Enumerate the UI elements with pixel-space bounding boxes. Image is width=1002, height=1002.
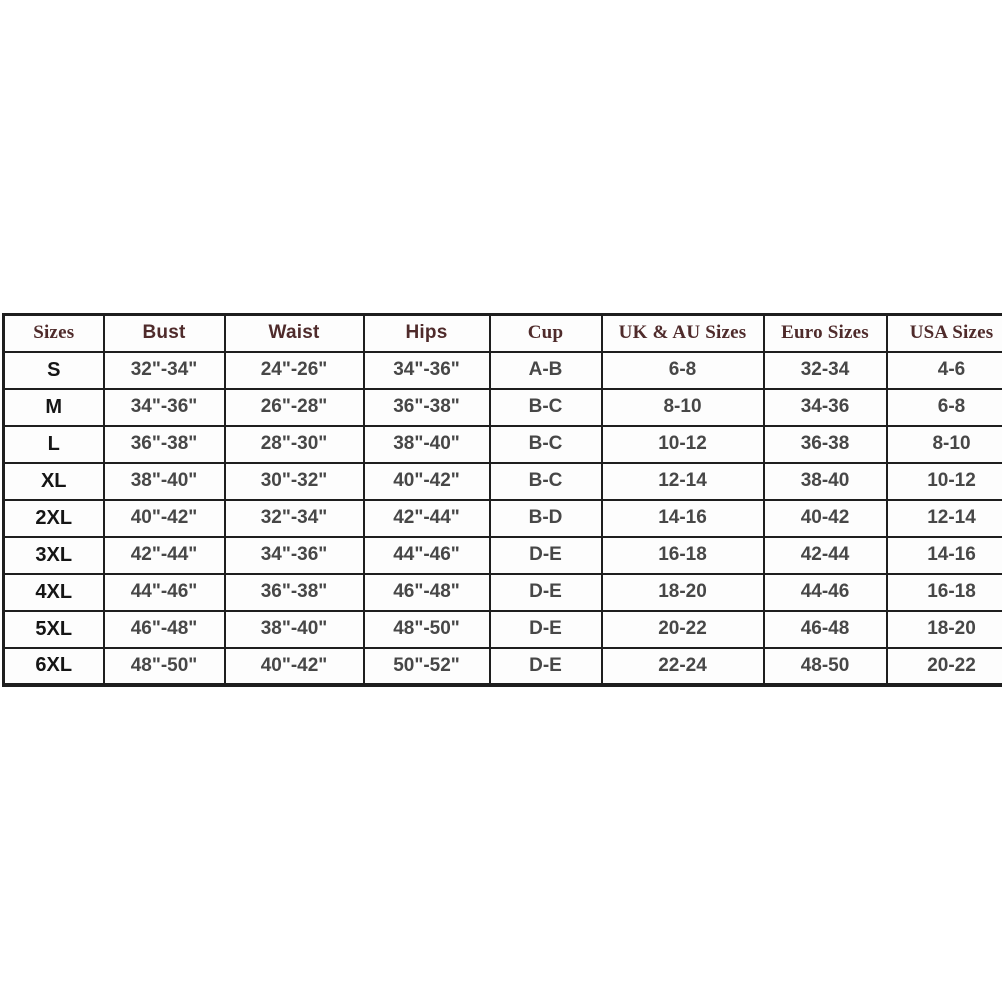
table-row-xl: XL 38"-40" 30"-32" 40"-42" B-C 12-14 38-40 10-1… bbox=[2, 461, 1002, 501]
cell-usa-sizes: 10-12 bbox=[885, 461, 1002, 501]
cell-hips: 38"-40" bbox=[362, 424, 491, 464]
cell-euro-sizes: 36-38 bbox=[762, 424, 888, 464]
size-label: 4XL bbox=[2, 572, 105, 612]
cell-uk-au-sizes: 22-24 bbox=[600, 646, 765, 686]
cell-uk-au-sizes: 18-20 bbox=[600, 572, 765, 612]
table-row-5xl: 5XL 46"-48" 38"-40" 48"-50" D-E 20-22 46-48 18-… bbox=[2, 609, 1002, 649]
column-header-euro-sizes: Euro Sizes bbox=[762, 313, 888, 353]
cell-hips: 42"-44" bbox=[362, 498, 491, 538]
table-header: Sizes Bust Waist Hips Cup UK & AU Sizes Euro S… bbox=[2, 313, 1002, 353]
cell-waist: 32"-34" bbox=[223, 498, 365, 538]
size-label: 2XL bbox=[2, 498, 105, 538]
column-header-usa-sizes: USA Sizes bbox=[885, 313, 1002, 353]
table-row-m: M 34"-36" 26"-28" 36"-38" B-C 8-10 34-36 6-8 bbox=[2, 387, 1002, 427]
cell-bust: 36"-38" bbox=[102, 424, 226, 464]
table-row-6xl: 6XL 48"-50" 40"-42" 50"-52" D-E 22-24 48-50 20-… bbox=[2, 646, 1002, 686]
size-label: 3XL bbox=[2, 535, 105, 575]
size-label: L bbox=[2, 424, 105, 464]
cell-hips: 48"-50" bbox=[362, 609, 491, 649]
size-label: 6XL bbox=[2, 646, 105, 686]
cell-usa-sizes: 18-20 bbox=[885, 609, 1002, 649]
cell-bust: 38"-40" bbox=[102, 461, 226, 501]
cell-euro-sizes: 48-50 bbox=[762, 646, 888, 686]
cell-bust: 34"-36" bbox=[102, 387, 226, 427]
cell-uk-au-sizes: 6-8 bbox=[600, 350, 765, 390]
cell-usa-sizes: 4-6 bbox=[885, 350, 1002, 390]
column-header-sizes: Sizes bbox=[2, 313, 105, 353]
cell-euro-sizes: 40-42 bbox=[762, 498, 888, 538]
size-chart-table: Sizes Bust Waist Hips Cup UK & AU Sizes Euro S… bbox=[2, 313, 1002, 687]
cell-usa-sizes: 8-10 bbox=[885, 424, 1002, 464]
cell-uk-au-sizes: 12-14 bbox=[600, 461, 765, 501]
table-row-s: S 32"-34" 24"-26" 34"-36" A-B 6-8 32-34 4-6 bbox=[2, 350, 1002, 390]
table-row-2xl: 2XL 40"-42" 32"-34" 42"-44" B-D 14-16 40-42 12-… bbox=[2, 498, 1002, 538]
column-header-waist: Waist bbox=[223, 313, 365, 353]
column-header-cup: Cup bbox=[488, 313, 603, 353]
cell-bust: 46"-48" bbox=[102, 609, 226, 649]
cell-waist: 28"-30" bbox=[223, 424, 365, 464]
cell-uk-au-sizes: 10-12 bbox=[600, 424, 765, 464]
header-row: Sizes Bust Waist Hips Cup UK & AU Sizes Euro S… bbox=[2, 313, 1002, 353]
cell-waist: 36"-38" bbox=[223, 572, 365, 612]
cell-uk-au-sizes: 14-16 bbox=[600, 498, 765, 538]
size-label: M bbox=[2, 387, 105, 427]
cell-cup: B-D bbox=[488, 498, 603, 538]
cell-waist: 30"-32" bbox=[223, 461, 365, 501]
cell-bust: 42"-44" bbox=[102, 535, 226, 575]
cell-cup: A-B bbox=[488, 350, 603, 390]
table-row-3xl: 3XL 42"-44" 34"-36" 44"-46" D-E 16-18 42-44 14-… bbox=[2, 535, 1002, 575]
cell-cup: D-E bbox=[488, 535, 603, 575]
table-body: S 32"-34" 24"-26" 34"-36" A-B 6-8 32-34 4-6 M 34"… bbox=[2, 350, 1002, 686]
cell-euro-sizes: 42-44 bbox=[762, 535, 888, 575]
size-label: 5XL bbox=[2, 609, 105, 649]
size-chart-table-container: Sizes Bust Waist Hips Cup UK & AU Sizes Euro S… bbox=[0, 313, 1002, 689]
cell-euro-sizes: 46-48 bbox=[762, 609, 888, 649]
cell-bust: 32"-34" bbox=[102, 350, 226, 390]
cell-uk-au-sizes: 20-22 bbox=[600, 609, 765, 649]
column-header-hips: Hips bbox=[362, 313, 491, 353]
cell-hips: 36"-38" bbox=[362, 387, 491, 427]
cell-cup: D-E bbox=[488, 646, 603, 686]
column-header-bust: Bust bbox=[102, 313, 226, 353]
cell-cup: B-C bbox=[488, 424, 603, 464]
size-label: S bbox=[2, 350, 105, 390]
cell-waist: 38"-40" bbox=[223, 609, 365, 649]
cell-hips: 34"-36" bbox=[362, 350, 491, 390]
size-label: XL bbox=[2, 461, 105, 501]
cell-hips: 44"-46" bbox=[362, 535, 491, 575]
column-header-uk-au-sizes: UK & AU Sizes bbox=[600, 313, 765, 353]
cell-bust: 48"-50" bbox=[102, 646, 226, 686]
cell-hips: 50"-52" bbox=[362, 646, 491, 686]
cell-usa-sizes: 16-18 bbox=[885, 572, 1002, 612]
cell-cup: B-C bbox=[488, 387, 603, 427]
cell-waist: 26"-28" bbox=[223, 387, 365, 427]
cell-euro-sizes: 34-36 bbox=[762, 387, 888, 427]
cell-waist: 34"-36" bbox=[223, 535, 365, 575]
cell-usa-sizes: 20-22 bbox=[885, 646, 1002, 686]
cell-usa-sizes: 14-16 bbox=[885, 535, 1002, 575]
cell-bust: 40"-42" bbox=[102, 498, 226, 538]
cell-hips: 40"-42" bbox=[362, 461, 491, 501]
cell-usa-sizes: 12-14 bbox=[885, 498, 1002, 538]
cell-usa-sizes: 6-8 bbox=[885, 387, 1002, 427]
cell-cup: B-C bbox=[488, 461, 603, 501]
cell-euro-sizes: 44-46 bbox=[762, 572, 888, 612]
cell-bust: 44"-46" bbox=[102, 572, 226, 612]
table-row-4xl: 4XL 44"-46" 36"-38" 46"-48" D-E 18-20 44-46 16-… bbox=[2, 572, 1002, 612]
cell-uk-au-sizes: 16-18 bbox=[600, 535, 765, 575]
cell-euro-sizes: 38-40 bbox=[762, 461, 888, 501]
cell-cup: D-E bbox=[488, 572, 603, 612]
cell-waist: 24"-26" bbox=[223, 350, 365, 390]
table-row-l: L 36"-38" 28"-30" 38"-40" B-C 10-12 36-38 8-10 bbox=[2, 424, 1002, 464]
cell-uk-au-sizes: 8-10 bbox=[600, 387, 765, 427]
cell-hips: 46"-48" bbox=[362, 572, 491, 612]
cell-euro-sizes: 32-34 bbox=[762, 350, 888, 390]
cell-waist: 40"-42" bbox=[223, 646, 365, 686]
cell-cup: D-E bbox=[488, 609, 603, 649]
